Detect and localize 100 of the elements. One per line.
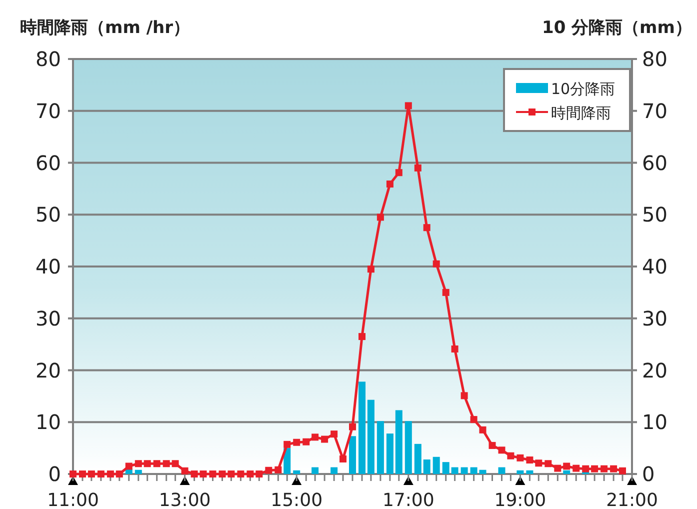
bar xyxy=(349,436,356,474)
point xyxy=(274,466,282,474)
bar xyxy=(358,382,366,474)
point xyxy=(237,470,244,478)
point xyxy=(582,465,590,472)
y2-tick-label: 0 xyxy=(642,462,655,486)
point xyxy=(265,466,272,474)
bar xyxy=(386,434,394,474)
point xyxy=(218,470,226,478)
y2-axis-title: 10 分降雨（mm） xyxy=(542,18,692,38)
point xyxy=(284,440,291,448)
y-tick-label: 40 xyxy=(36,254,61,278)
y2-tick-label: 60 xyxy=(642,150,668,175)
bar xyxy=(395,410,402,474)
bar xyxy=(423,459,430,474)
y2-tick-label: 80 xyxy=(642,47,668,71)
x-tick-label: 19:00 xyxy=(494,490,546,509)
bar xyxy=(516,470,524,474)
bar xyxy=(312,467,319,474)
point xyxy=(432,260,440,268)
point xyxy=(181,467,188,474)
point xyxy=(162,460,170,468)
bar xyxy=(432,456,440,474)
bar xyxy=(404,421,412,474)
point xyxy=(330,430,338,438)
y2-tick-label: 40 xyxy=(642,254,668,278)
x-tick-label: 13:00 xyxy=(158,490,211,509)
point xyxy=(97,470,104,478)
point xyxy=(395,169,402,176)
x-tick-label: 17:00 xyxy=(382,490,434,509)
point xyxy=(404,102,412,110)
point xyxy=(246,470,254,478)
y2-tick-label: 10 xyxy=(642,410,668,434)
point xyxy=(535,460,542,467)
point xyxy=(358,333,366,340)
bar xyxy=(134,470,142,474)
point xyxy=(554,464,562,472)
legend-label: 10分降雨 xyxy=(551,80,616,98)
x-tick-label: 11:00 xyxy=(47,490,99,509)
point xyxy=(125,462,132,470)
bar xyxy=(414,444,422,474)
point xyxy=(460,392,468,400)
point xyxy=(349,423,356,430)
point xyxy=(423,224,430,232)
point xyxy=(134,460,142,468)
point xyxy=(209,470,216,478)
point xyxy=(200,470,207,478)
y2-tick-label: 70 xyxy=(642,98,668,123)
point xyxy=(610,465,618,472)
point xyxy=(618,467,626,474)
point xyxy=(516,454,524,462)
y2-tick-label: 20 xyxy=(642,358,668,382)
point xyxy=(88,470,95,478)
y-tick-label: 20 xyxy=(36,358,61,382)
point xyxy=(451,345,458,352)
point xyxy=(256,470,263,478)
bar xyxy=(376,421,384,474)
point xyxy=(79,470,86,478)
point xyxy=(116,470,123,478)
point xyxy=(367,266,374,273)
bar xyxy=(442,462,450,474)
point xyxy=(228,470,235,478)
y-tick-label: 30 xyxy=(36,306,61,330)
point xyxy=(488,442,496,449)
point xyxy=(479,426,486,434)
point xyxy=(526,456,534,464)
point xyxy=(498,446,506,454)
point xyxy=(339,455,346,462)
point xyxy=(414,164,422,172)
point xyxy=(106,470,114,478)
point xyxy=(470,416,478,424)
point xyxy=(572,464,580,472)
bar xyxy=(460,467,468,474)
point xyxy=(321,436,328,443)
bar xyxy=(563,470,570,474)
bar xyxy=(526,470,534,474)
point xyxy=(544,460,552,468)
x-tick-label: 15:00 xyxy=(270,490,323,509)
y2-tick-label: 30 xyxy=(642,306,668,330)
point xyxy=(563,462,570,470)
y-tick-label: 80 xyxy=(36,47,61,71)
y-axis-title: 時間降雨（mm /hr） xyxy=(20,18,190,38)
point xyxy=(591,465,598,472)
y-tick-label: 10 xyxy=(36,410,61,434)
y-tick-label: 0 xyxy=(48,462,61,486)
point xyxy=(442,288,450,296)
point xyxy=(144,460,151,468)
point xyxy=(386,180,394,188)
bar xyxy=(330,467,338,474)
bar xyxy=(367,400,374,474)
bar xyxy=(498,467,506,474)
point xyxy=(172,460,179,468)
bar xyxy=(451,467,458,474)
point xyxy=(600,465,608,472)
legend-label: 時間降雨 xyxy=(551,104,611,122)
bar xyxy=(293,470,300,474)
point xyxy=(293,438,300,446)
point xyxy=(302,438,310,446)
y-tick-label: 50 xyxy=(36,202,61,227)
y2-tick-label: 50 xyxy=(642,202,668,227)
